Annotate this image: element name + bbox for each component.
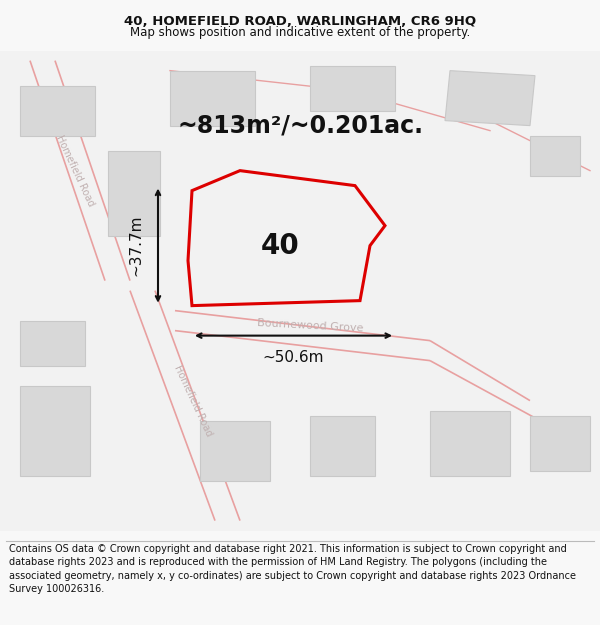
Polygon shape — [200, 421, 270, 481]
Polygon shape — [20, 321, 85, 366]
Polygon shape — [108, 151, 160, 236]
Text: Homefield Road: Homefield Road — [54, 134, 96, 208]
Polygon shape — [20, 86, 95, 136]
Text: 40: 40 — [260, 232, 299, 259]
Polygon shape — [530, 136, 580, 176]
Text: ~813m²/~0.201ac.: ~813m²/~0.201ac. — [177, 114, 423, 138]
Polygon shape — [170, 71, 255, 126]
Polygon shape — [310, 66, 395, 111]
Text: ~37.7m: ~37.7m — [128, 215, 143, 276]
Polygon shape — [20, 386, 90, 476]
Polygon shape — [530, 416, 590, 471]
Polygon shape — [430, 411, 510, 476]
Text: Contains OS data © Crown copyright and database right 2021. This information is : Contains OS data © Crown copyright and d… — [9, 544, 576, 594]
Text: Homefield Road: Homefield Road — [172, 364, 214, 438]
Polygon shape — [310, 416, 375, 476]
Text: Bournewood Grove: Bournewood Grove — [257, 318, 364, 333]
Text: ~50.6m: ~50.6m — [263, 350, 324, 365]
Text: Map shows position and indicative extent of the property.: Map shows position and indicative extent… — [130, 26, 470, 39]
Polygon shape — [445, 71, 535, 126]
Text: 40, HOMEFIELD ROAD, WARLINGHAM, CR6 9HQ: 40, HOMEFIELD ROAD, WARLINGHAM, CR6 9HQ — [124, 15, 476, 28]
